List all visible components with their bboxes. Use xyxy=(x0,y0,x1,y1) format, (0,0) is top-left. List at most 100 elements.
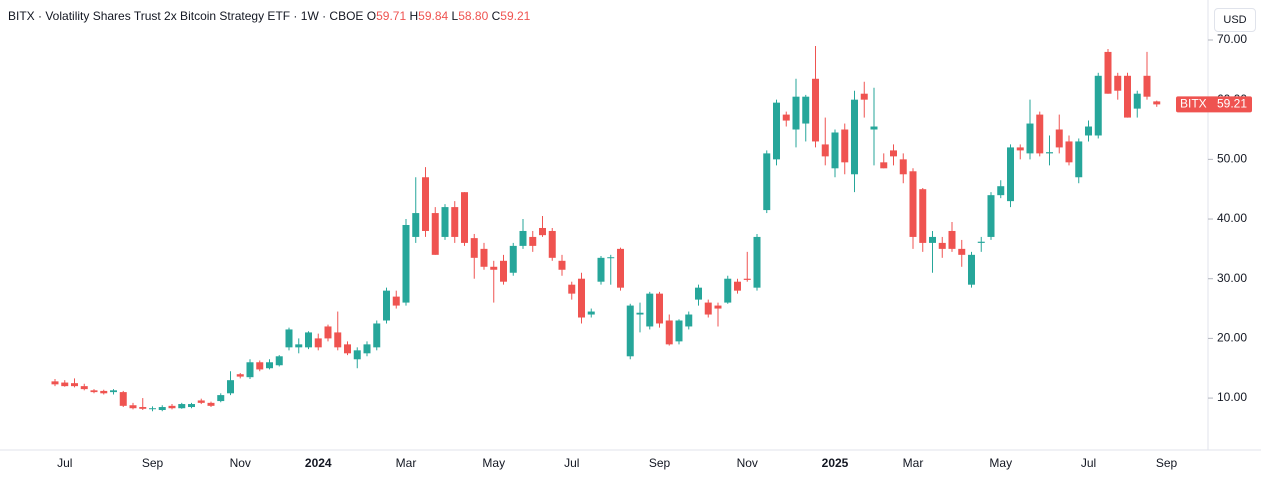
x-tick-label: Sep xyxy=(1156,456,1178,470)
y-tick-label: 30.00 xyxy=(1217,271,1247,285)
candle-body xyxy=(734,281,741,291)
candle-body xyxy=(295,344,303,348)
candle-body xyxy=(636,312,644,315)
candle-body xyxy=(344,344,351,354)
candle-body xyxy=(968,254,975,285)
candle-body xyxy=(217,395,225,402)
candle-body xyxy=(948,230,956,249)
candle-body xyxy=(1046,152,1053,154)
candle-body xyxy=(158,407,166,411)
x-tick-label: Jul xyxy=(564,456,579,470)
candle-body xyxy=(324,326,332,339)
candle-body xyxy=(821,144,829,157)
candle-body xyxy=(227,380,234,394)
candle-body xyxy=(773,102,780,160)
candle-body xyxy=(890,150,897,157)
candle-body xyxy=(110,390,117,393)
candle-body xyxy=(548,230,556,258)
candle-body xyxy=(275,356,283,366)
candle-body xyxy=(1075,141,1083,178)
candle-body xyxy=(519,230,527,246)
candle-body xyxy=(539,227,546,236)
candle-body xyxy=(1065,141,1073,163)
candle-body xyxy=(587,311,595,315)
candle-body xyxy=(938,242,946,249)
candle-body xyxy=(168,405,176,409)
candle-body xyxy=(1143,75,1151,97)
candle-body xyxy=(841,129,849,163)
candle-body xyxy=(470,238,478,258)
ohlc-name: H xyxy=(409,9,419,23)
candle-body xyxy=(1085,126,1092,136)
candle-body xyxy=(480,248,488,267)
candle-body xyxy=(246,362,254,378)
candle-body xyxy=(1104,51,1112,94)
candle-body xyxy=(90,390,98,393)
candle-body xyxy=(71,383,78,387)
candle-body xyxy=(1153,101,1161,105)
candle-body xyxy=(441,207,449,237)
y-tick-label: 40.00 xyxy=(1217,211,1247,225)
candle-body xyxy=(792,96,800,130)
candle-body xyxy=(490,266,498,270)
candle-body xyxy=(860,93,868,100)
candle-body xyxy=(958,248,966,255)
candle-body xyxy=(880,162,888,169)
ohlc-name: L xyxy=(451,9,459,23)
legend-header: BITX · Volatility Shares Trust 2x Bitcoi… xyxy=(8,9,530,23)
candle-body xyxy=(256,362,264,370)
currency-button[interactable]: USD xyxy=(1214,8,1256,32)
price-badge xyxy=(1176,96,1252,113)
candle-body xyxy=(1055,129,1063,148)
x-tick-label: May xyxy=(482,456,505,470)
candle-body xyxy=(149,408,156,410)
candle-body xyxy=(870,126,878,130)
candle-body xyxy=(509,245,517,273)
candle-body xyxy=(334,332,342,348)
y-tick-label: 50.00 xyxy=(1217,152,1247,166)
candle-body xyxy=(129,405,137,409)
candle-body xyxy=(626,305,634,357)
ohlc-name: O xyxy=(366,9,377,23)
x-tick-label: Jul xyxy=(1081,456,1096,470)
candle-body xyxy=(500,260,507,282)
candle-body xyxy=(305,332,312,348)
candle-body xyxy=(61,382,69,387)
candle-body xyxy=(1036,114,1044,154)
x-tick-label: Mar xyxy=(396,456,417,470)
candle-body xyxy=(139,407,147,409)
candle-body xyxy=(1124,75,1131,118)
price-badge-symbol: BITX xyxy=(1180,97,1207,111)
x-tick-label: Sep xyxy=(649,456,671,470)
candle-body xyxy=(412,213,420,237)
x-tick-label: Sep xyxy=(142,456,164,470)
x-tick-label: 2025 xyxy=(822,456,849,470)
candle-body xyxy=(724,278,732,303)
candle-body xyxy=(402,225,410,303)
candle-body xyxy=(851,99,858,175)
x-tick-label: Mar xyxy=(903,456,924,470)
y-tick-label: 20.00 xyxy=(1217,331,1247,345)
candle-body xyxy=(675,320,683,342)
x-tick-label: Jul xyxy=(57,456,72,470)
candle-body xyxy=(461,192,468,243)
candle-body xyxy=(568,284,576,294)
ohlc-value: 59.71 xyxy=(376,9,407,23)
candle-body xyxy=(802,96,810,124)
candle-body xyxy=(80,386,88,390)
candle-body xyxy=(119,392,127,406)
candle-body xyxy=(1114,75,1122,91)
candle-body xyxy=(1094,75,1102,136)
candle-body xyxy=(1007,147,1014,202)
x-tick-label: 2024 xyxy=(305,456,332,470)
candle-body xyxy=(997,186,1005,196)
candle-body xyxy=(665,320,673,345)
candle-body xyxy=(188,404,195,408)
candle-body xyxy=(578,278,585,318)
candle-body xyxy=(529,236,537,246)
candle-body xyxy=(714,305,722,309)
candle-body xyxy=(373,323,381,348)
candle-body xyxy=(704,302,712,315)
candle-body xyxy=(178,404,186,409)
candle-body xyxy=(1016,147,1024,151)
